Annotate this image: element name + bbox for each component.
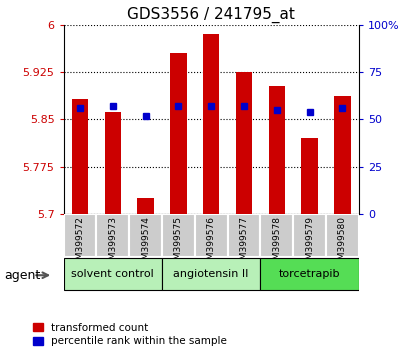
Bar	[170, 53, 186, 214]
Bar	[63, 214, 96, 257]
Bar	[301, 138, 317, 214]
Text: GSM399576: GSM399576	[206, 216, 215, 271]
Bar	[162, 258, 260, 290]
Text: GSM399572: GSM399572	[75, 216, 84, 271]
Text: GSM399574: GSM399574	[141, 216, 150, 271]
Bar	[104, 112, 121, 214]
Bar	[268, 86, 284, 214]
Bar	[162, 214, 194, 257]
Bar	[72, 99, 88, 214]
Text: agent: agent	[4, 269, 40, 282]
Bar	[63, 258, 162, 290]
Text: torcetrapib: torcetrapib	[278, 269, 339, 279]
Bar	[333, 96, 350, 214]
Legend: transformed count, percentile rank within the sample: transformed count, percentile rank withi…	[33, 322, 226, 346]
Text: GSM399573: GSM399573	[108, 216, 117, 271]
Text: angiotensin II: angiotensin II	[173, 269, 248, 279]
Bar	[129, 214, 162, 257]
Text: GSM399580: GSM399580	[337, 216, 346, 271]
Bar	[227, 214, 260, 257]
Text: GSM399579: GSM399579	[304, 216, 313, 271]
Bar	[260, 258, 358, 290]
Title: GDS3556 / 241795_at: GDS3556 / 241795_at	[127, 7, 294, 23]
Bar	[235, 72, 252, 214]
Text: GSM399577: GSM399577	[239, 216, 248, 271]
Bar	[96, 214, 129, 257]
Bar	[325, 214, 358, 257]
Text: GSM399578: GSM399578	[272, 216, 281, 271]
Text: GSM399575: GSM399575	[173, 216, 182, 271]
Bar	[194, 214, 227, 257]
Bar	[260, 214, 292, 257]
Bar	[292, 214, 325, 257]
Bar	[202, 34, 219, 214]
Bar	[137, 198, 153, 214]
Text: solvent control: solvent control	[71, 269, 154, 279]
